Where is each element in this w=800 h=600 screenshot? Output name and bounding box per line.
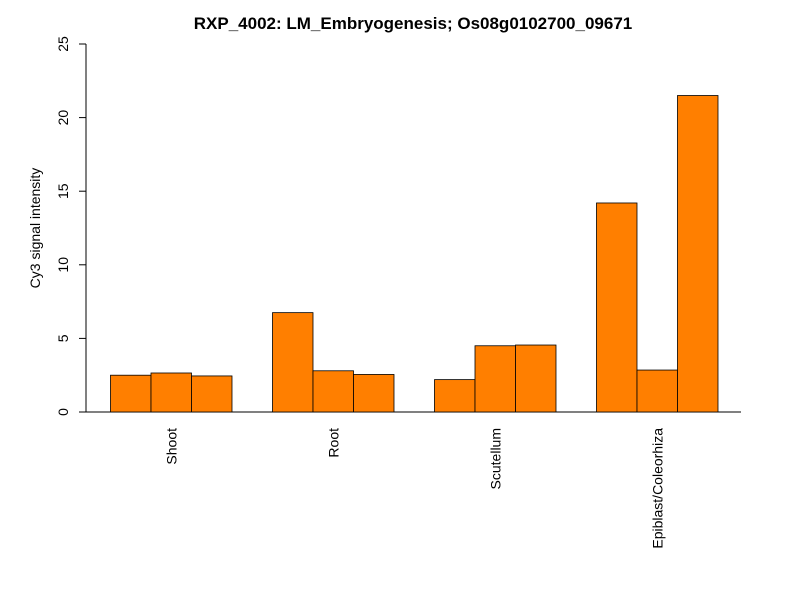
bar	[150, 372, 192, 413]
bar	[474, 345, 516, 413]
category-label: Epiblast/Coleorhiza	[649, 428, 665, 549]
bar	[353, 374, 395, 413]
bar	[636, 369, 678, 413]
bar	[677, 95, 719, 413]
category-label: Shoot	[163, 428, 179, 465]
bar	[110, 374, 152, 413]
bar	[272, 312, 314, 413]
y-axis: 0 5 10 15 20 25	[55, 36, 87, 416]
bar	[434, 379, 476, 413]
category-label: Root	[325, 428, 341, 458]
chart-title: RXP_4002: LM_Embryogenesis; Os08g0102700…	[194, 14, 632, 33]
y-tick-label: 5	[55, 334, 71, 342]
category-label: Scutellum	[487, 428, 503, 489]
bar	[191, 375, 233, 413]
y-tick-label: 20	[55, 110, 71, 126]
bar	[515, 344, 557, 413]
y-tick-label: 25	[55, 36, 71, 52]
y-axis-label: Cy3 signal intensity	[27, 168, 43, 289]
bar	[596, 202, 638, 413]
y-tick-label: 10	[55, 257, 71, 273]
y-tick-label: 0	[55, 408, 71, 416]
bar	[312, 370, 354, 413]
bars-group	[110, 95, 719, 413]
category-labels: Shoot Root Scutellum Epiblast/Coleorhiza	[163, 428, 665, 549]
y-tick-label: 15	[55, 183, 71, 199]
